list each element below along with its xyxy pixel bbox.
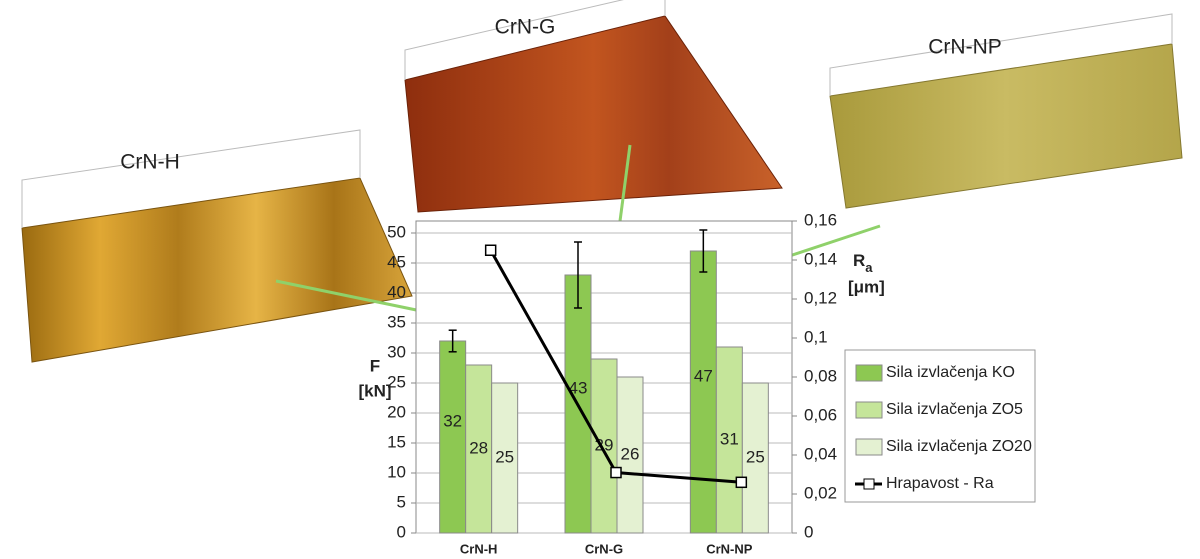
data-label: 31: [720, 429, 739, 448]
surface-frame: [404, 0, 666, 80]
y2-tick-label: 0,16: [804, 210, 837, 229]
data-label: 25: [746, 447, 765, 466]
legend-swatch: [855, 438, 883, 456]
bar: [715, 346, 743, 534]
y2-tick-label: 0,12: [804, 288, 837, 307]
legend-marker: [863, 478, 875, 490]
legend: Sila izvlačenja KO Sila izvlačenja ZO5 Sil…: [844, 349, 1036, 503]
data-label: 25: [495, 447, 514, 466]
y2-axis-title: Ra: [853, 251, 873, 275]
y-tick-label: 40: [387, 282, 406, 301]
y-tick-label: 25: [387, 372, 406, 391]
data-label: 28: [469, 438, 488, 457]
y2-tick-label: 0,06: [804, 405, 837, 424]
legend-label: Sila izvlačenja KO: [886, 364, 1015, 381]
y-axis-title: [kN]: [358, 381, 391, 400]
data-label: 43: [569, 378, 588, 397]
x-tick-label: CrN-G: [585, 541, 623, 556]
bar: [689, 250, 717, 534]
bar: [465, 364, 493, 534]
y2-tick-label: 0,08: [804, 366, 837, 385]
y2-axis-title-part: a: [865, 260, 873, 275]
surface-crn-h: [21, 177, 413, 363]
error-bar: [448, 329, 457, 353]
y-tick-label: 35: [387, 312, 406, 331]
data-label: 47: [694, 366, 713, 385]
data-label: 26: [621, 444, 640, 463]
image-title: CrN-NP: [928, 36, 1002, 59]
y-tick-label: 20: [387, 402, 406, 421]
data-label: 32: [443, 411, 462, 430]
surface-images: [21, 0, 1183, 363]
error-bar: [574, 241, 582, 309]
bar: [616, 376, 644, 534]
line-marker: [735, 476, 748, 489]
legend-swatch: [855, 401, 883, 419]
y-tick-label: 0: [397, 522, 406, 541]
legend-label: Hrapavost - Ra: [886, 475, 994, 492]
surface-frame: [829, 13, 1173, 96]
y2-tick-label: 0,04: [804, 444, 837, 463]
surface-frame: [21, 129, 361, 228]
y-axis-title: F: [370, 356, 380, 375]
bar: [491, 382, 519, 534]
y2-axis-title: [μm]: [848, 277, 885, 296]
surface-crn-g: [404, 15, 783, 213]
legend-label: Sila izvlačenja ZO20: [886, 438, 1032, 455]
y2-tick-label: 0: [804, 522, 813, 541]
y-tick-label: 15: [387, 432, 406, 451]
x-tick-label: CrN-NP: [706, 541, 753, 556]
surface-crn-np: [829, 43, 1183, 209]
bar: [590, 358, 618, 534]
error-bar: [699, 229, 708, 273]
y-tick-label: 10: [387, 462, 406, 481]
y2-tick-label: 0,14: [804, 249, 837, 268]
bar: [741, 382, 769, 534]
legend-label: Sila izvlačenja ZO5: [886, 401, 1023, 418]
x-tick-label: CrN-H: [460, 541, 498, 556]
y-tick-label: 50: [387, 222, 406, 241]
line-marker: [610, 466, 622, 479]
line-marker: [484, 244, 497, 256]
y-tick-label: 45: [387, 252, 406, 271]
y-tick-label: 5: [397, 492, 406, 511]
y2-tick-label: 0,1: [804, 327, 828, 346]
y-tick-label: 30: [387, 342, 406, 361]
image-title: CrN-H: [120, 151, 179, 174]
legend-swatch: [855, 364, 883, 382]
y2-tick-label: 0,02: [804, 483, 837, 502]
image-title: CrN-G: [495, 16, 556, 39]
y2-axis-title-part: R: [853, 251, 865, 270]
bar: [439, 340, 467, 534]
